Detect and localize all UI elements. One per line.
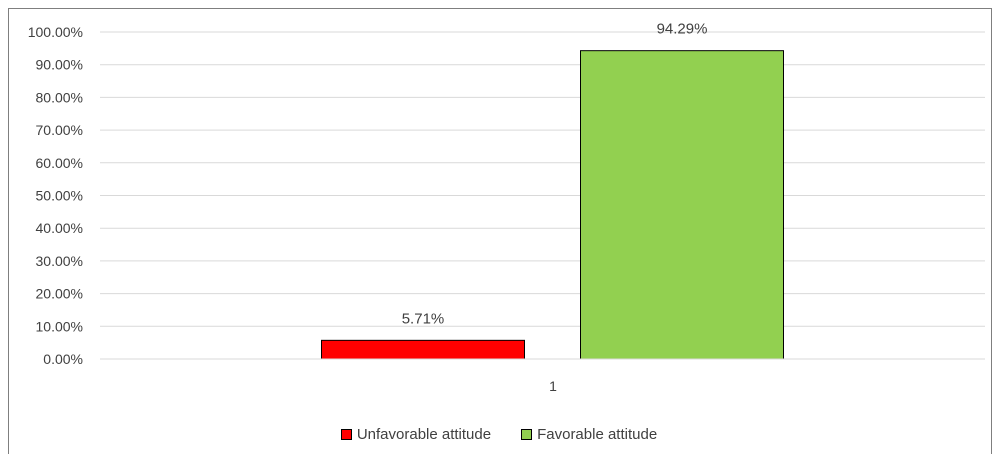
y-tick-label: 0.00% [43,351,83,367]
gridlines [100,31,985,327]
legend-item-favorable: Favorable attitude [521,426,657,443]
legend-swatch-unfavorable [340,429,352,440]
y-tick-label: 90.00% [36,57,83,73]
y-tick-label: 80.00% [36,89,83,105]
bar-favorable [580,50,784,360]
legend-label-unfavorable: Unfavorable attitude [356,426,492,443]
y-tick-label: 10.00% [36,318,83,334]
bar-unfavorable [321,339,525,360]
legend-swatch-favorable [521,429,533,440]
chart-frame [8,8,992,454]
data-label-favorable: 94.29% [657,21,708,38]
x-tick-label: 1 [549,378,557,394]
y-tick-label: 100.00% [28,24,83,40]
y-tick-label: 30.00% [36,253,83,269]
data-label-unfavorable: 5.71% [402,310,445,327]
y-tick-label: 20.00% [36,286,83,302]
legend-item-unfavorable: Unfavorable attitude [340,426,492,443]
y-tick-label: 50.00% [36,188,83,204]
bars [321,50,784,360]
y-tick-label: 40.00% [36,220,83,236]
legend-label-favorable: Favorable attitude [537,426,658,443]
data-labels: 5.71% 94.29% [402,21,708,328]
legend: Unfavorable attitude Favorable attitude [0,426,998,443]
y-tick-label: 60.00% [36,155,83,171]
y-tick-label: 70.00% [36,122,83,138]
y-axis-ticks: 0.00% 10.00% 20.00% 30.00% 40.00% 50.00% 60.00… [28,24,83,367]
